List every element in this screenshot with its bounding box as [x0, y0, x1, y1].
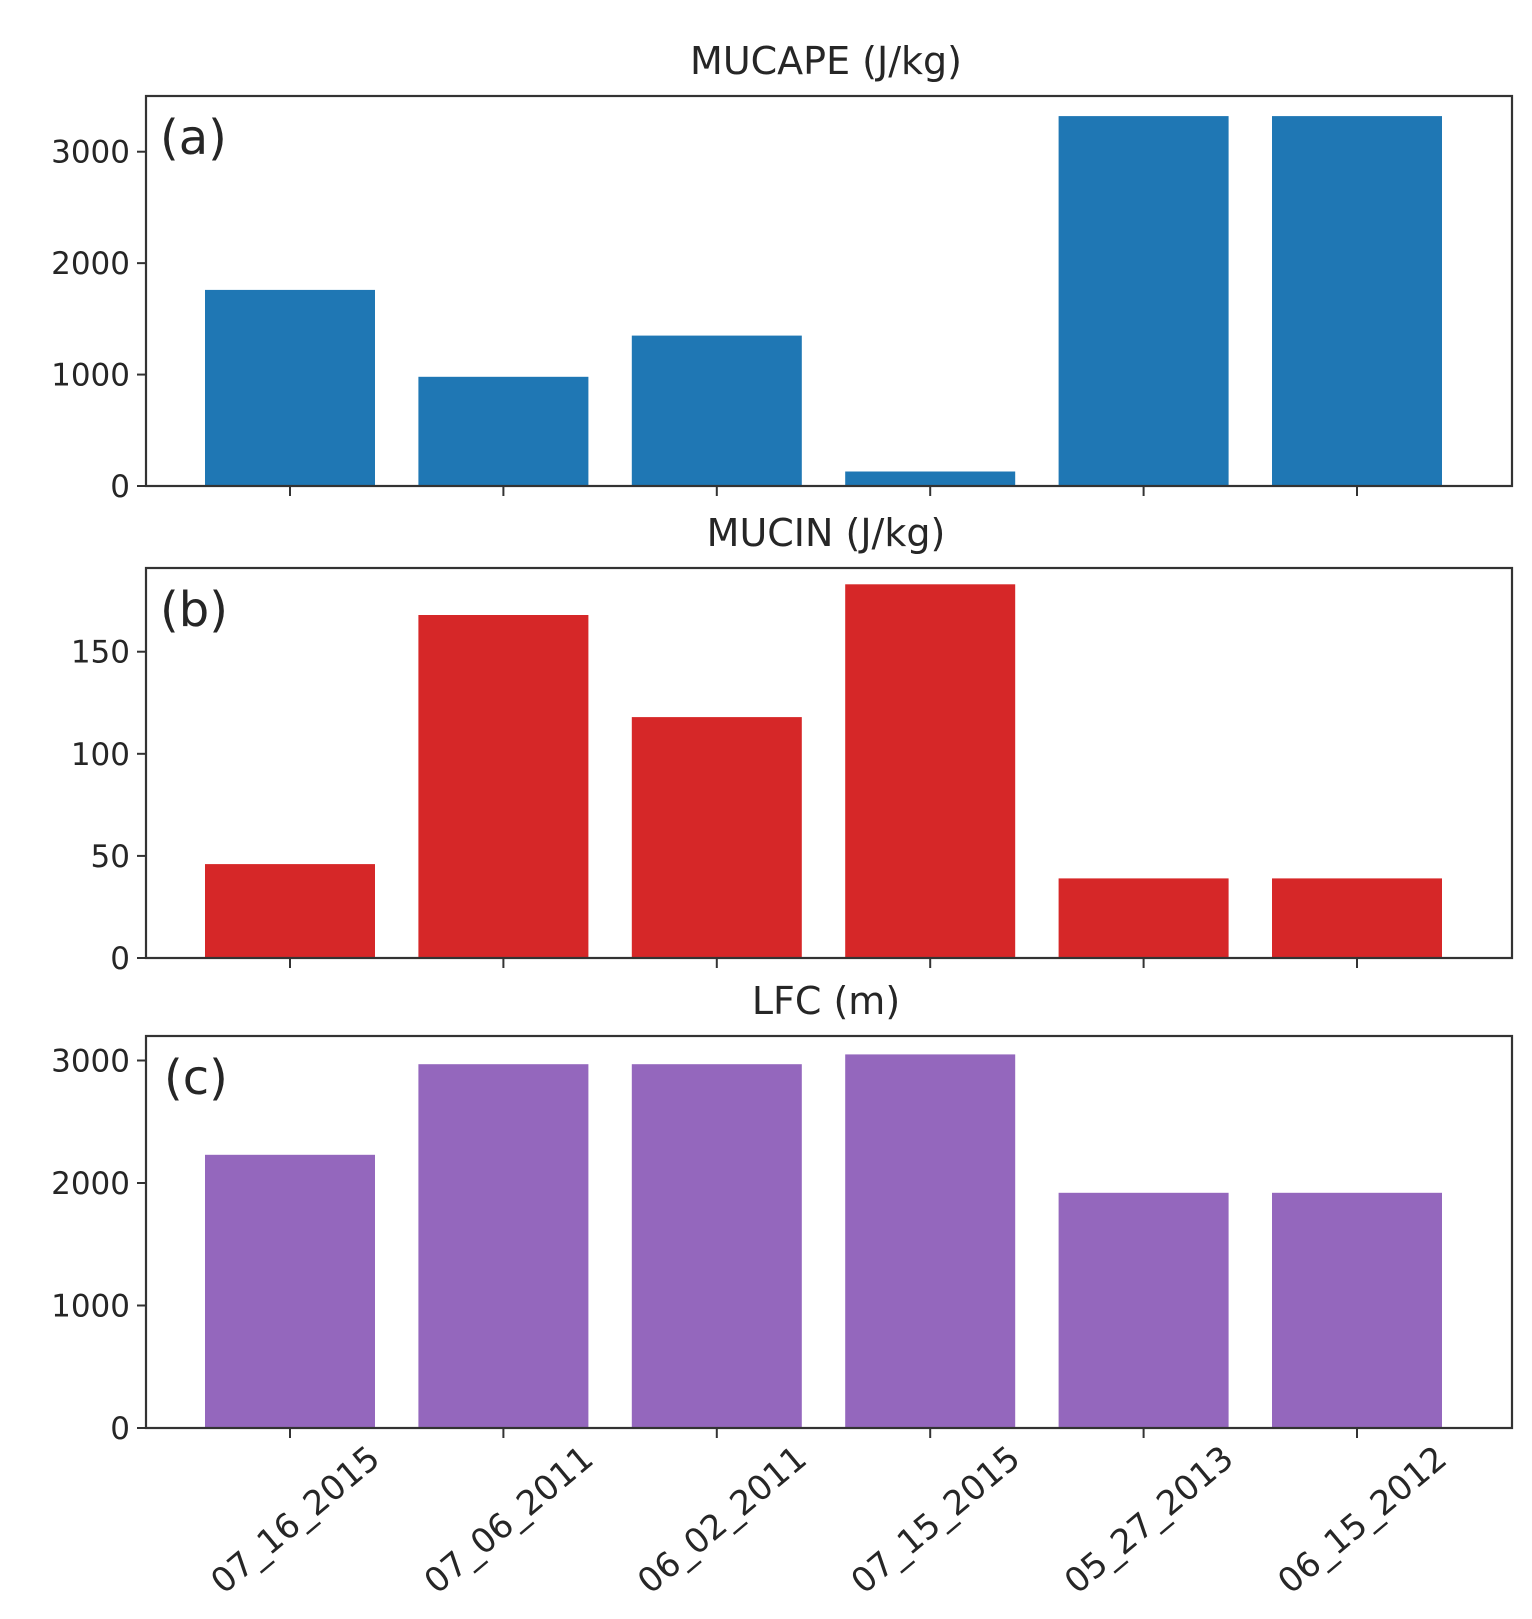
mucin-axes-frame: [144, 566, 1514, 960]
panel-label-a: (a): [160, 110, 227, 166]
ytick-label-mucape-3000: 3000: [51, 135, 130, 171]
ytick-label-mucape-2000: 2000: [51, 246, 130, 282]
bar-mucape-06_15_2012: [1272, 116, 1442, 486]
panel-title-mucin: MUCIN (J/kg): [707, 511, 946, 555]
ytick-label-mucin-100: 100: [71, 737, 130, 773]
ytick-label-lfc-3000: 3000: [51, 1044, 130, 1080]
bar-lfc-06_15_2012: [1272, 1192, 1442, 1428]
bar-mucin-05_27_2013: [1058, 878, 1229, 958]
bar-mucin-06_02_2011: [631, 717, 802, 958]
xtick-label-06_15_2012: 06_15_2012: [1270, 1438, 1454, 1602]
ytick-label-lfc-2000: 2000: [51, 1166, 130, 1202]
mucin-yticks: 0 50 100 150: [71, 635, 146, 977]
lfc-axes-frame: [144, 1034, 1514, 1430]
bar-mucin-07_06_2011: [418, 615, 589, 958]
bar-mucin-06_15_2012: [1272, 878, 1442, 958]
bar-lfc-05_27_2013: [1058, 1192, 1229, 1428]
mucape-xticks: [289, 486, 1358, 496]
ytick-label-mucin-0: 0: [110, 941, 130, 977]
panel-title-lfc: LFC (m): [752, 979, 900, 1023]
lfc-yticks: 0 1000 2000 3000: [51, 1044, 146, 1447]
panel-label-b: (b): [160, 582, 228, 638]
bar-lfc-07_06_2011: [418, 1064, 589, 1428]
xtick-label-07_06_2011: 07_06_2011: [417, 1438, 601, 1602]
bar-lfc-07_15_2015: [845, 1054, 1016, 1428]
bar-mucin-07_16_2015: [205, 864, 375, 958]
mucape-yticks: 0 1000 2000 3000: [51, 135, 146, 505]
xtick-label-06_02_2011: 06_02_2011: [630, 1438, 814, 1602]
mucape-bars: [205, 116, 1442, 486]
bar-mucape-07_16_2015: [205, 289, 375, 486]
mucape-axes-frame: [144, 94, 1514, 488]
panel-mucin: MUCIN (J/kg) 0 50 100 150 (b): [71, 511, 1514, 977]
panel-label-c: (c): [164, 1050, 228, 1106]
lfc-xticks: [289, 1428, 1358, 1438]
ytick-label-lfc-1000: 1000: [51, 1289, 130, 1325]
bar-mucape-07_15_2015: [845, 471, 1016, 486]
bar-lfc-07_16_2015: [205, 1154, 375, 1428]
bar-mucin-07_15_2015: [845, 584, 1016, 958]
panel-title-mucape: MUCAPE (J/kg): [690, 39, 962, 83]
ytick-label-lfc-0: 0: [110, 1411, 130, 1447]
bar-mucape-06_02_2011: [631, 335, 802, 486]
mucin-xticks: [289, 958, 1358, 968]
mucin-bars: [205, 584, 1442, 958]
xtick-label-05_27_2013: 05_27_2013: [1057, 1438, 1241, 1602]
ytick-label-mucin-50: 50: [91, 839, 130, 875]
xtick-label-07_16_2015: 07_16_2015: [203, 1438, 387, 1602]
bar-mucape-05_27_2013: [1058, 116, 1229, 486]
ytick-label-mucin-150: 150: [71, 635, 130, 671]
x-axis-category-labels: 07_16_2015 07_06_2011 06_02_2011 07_15_2015…: [203, 1438, 1454, 1602]
bar-lfc-06_02_2011: [631, 1064, 802, 1428]
bar-mucape-07_06_2011: [418, 376, 589, 486]
lfc-bars: [205, 1054, 1442, 1428]
ytick-label-mucape-1000: 1000: [51, 358, 130, 394]
xtick-label-07_15_2015: 07_15_2015: [844, 1438, 1028, 1602]
panel-lfc: LFC (m) 0 1000 2000 3000 (c): [51, 979, 1514, 1447]
ytick-label-mucape-0: 0: [110, 469, 130, 505]
panel-mucape: MUCAPE (J/kg) 0 1000 2000 3000 (a): [51, 39, 1514, 505]
